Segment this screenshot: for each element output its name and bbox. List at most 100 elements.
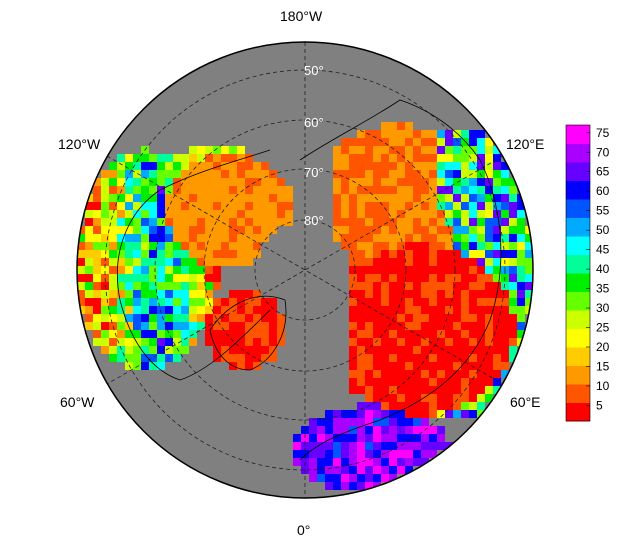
data-cell bbox=[253, 298, 261, 306]
data-cell bbox=[469, 162, 477, 170]
data-cell bbox=[429, 290, 437, 298]
data-cell bbox=[517, 322, 525, 330]
data-cell bbox=[221, 306, 229, 314]
data-cell bbox=[517, 242, 525, 250]
data-cell bbox=[413, 178, 421, 186]
data-cell bbox=[365, 386, 373, 394]
data-cell bbox=[509, 242, 517, 250]
data-cell bbox=[461, 378, 469, 386]
colorbar-segment bbox=[566, 180, 590, 200]
data-cell bbox=[509, 322, 517, 330]
data-cell bbox=[165, 210, 173, 218]
data-cell bbox=[317, 418, 325, 426]
data-cell bbox=[125, 226, 133, 234]
data-cell bbox=[397, 410, 405, 418]
data-cell bbox=[413, 322, 421, 330]
data-cell bbox=[181, 186, 189, 194]
data-cell bbox=[149, 274, 157, 282]
data-cell bbox=[437, 186, 445, 194]
data-cell bbox=[357, 194, 365, 202]
data-cell bbox=[453, 290, 461, 298]
data-cell bbox=[221, 218, 229, 226]
data-cell bbox=[213, 322, 221, 330]
data-cell bbox=[349, 346, 357, 354]
data-cell bbox=[365, 234, 373, 242]
data-cell bbox=[517, 330, 525, 338]
data-cell bbox=[349, 466, 357, 474]
data-cell bbox=[389, 434, 397, 442]
data-cell bbox=[325, 450, 333, 458]
data-cell bbox=[485, 162, 493, 170]
data-cell bbox=[365, 226, 373, 234]
data-cell bbox=[333, 202, 341, 210]
data-cell bbox=[461, 410, 469, 418]
data-cell bbox=[469, 410, 477, 418]
data-cell bbox=[517, 234, 525, 242]
data-cell bbox=[349, 170, 357, 178]
data-cell bbox=[365, 394, 373, 402]
data-cell bbox=[349, 442, 357, 450]
data-cell bbox=[253, 314, 261, 322]
data-cell bbox=[477, 130, 485, 138]
lat-circle-80 bbox=[254, 219, 356, 321]
data-cell bbox=[245, 194, 253, 202]
data-cell bbox=[517, 218, 525, 226]
data-cell bbox=[349, 226, 357, 234]
data-cell bbox=[341, 210, 349, 218]
data-cell bbox=[437, 242, 445, 250]
data-cell bbox=[141, 290, 149, 298]
data-cell bbox=[469, 258, 477, 266]
data-cell bbox=[445, 338, 453, 346]
data-cell bbox=[453, 258, 461, 266]
data-cell bbox=[125, 202, 133, 210]
data-cell bbox=[517, 298, 525, 306]
data-cell bbox=[429, 218, 437, 226]
data-cell bbox=[205, 290, 213, 298]
data-cell bbox=[445, 386, 453, 394]
data-cell bbox=[413, 418, 421, 426]
data-cell bbox=[189, 242, 197, 250]
data-cell bbox=[229, 186, 237, 194]
data-cell bbox=[245, 186, 253, 194]
data-cell bbox=[349, 426, 357, 434]
data-cell bbox=[421, 130, 429, 138]
data-cell bbox=[125, 186, 133, 194]
data-cell bbox=[141, 330, 149, 338]
data-cell bbox=[365, 138, 373, 146]
data-cell bbox=[165, 354, 173, 362]
data-cell bbox=[277, 186, 285, 194]
data-cell bbox=[485, 354, 493, 362]
data-cell bbox=[141, 314, 149, 322]
data-cell bbox=[485, 378, 493, 386]
data-cell bbox=[461, 394, 469, 402]
data-cell bbox=[357, 442, 365, 450]
data-cell bbox=[477, 330, 485, 338]
data-cell bbox=[501, 170, 509, 178]
data-cell bbox=[101, 322, 109, 330]
data-cell bbox=[309, 426, 317, 434]
data-cell bbox=[101, 306, 109, 314]
data-cell bbox=[437, 138, 445, 146]
data-cell bbox=[453, 354, 461, 362]
data-cell bbox=[373, 402, 381, 410]
data-cell bbox=[117, 322, 125, 330]
data-cell bbox=[461, 202, 469, 210]
data-cell bbox=[437, 402, 445, 410]
data-cell bbox=[509, 330, 517, 338]
data-cell bbox=[421, 170, 429, 178]
data-cell bbox=[429, 186, 437, 194]
data-cell bbox=[117, 234, 125, 242]
data-cell bbox=[421, 338, 429, 346]
data-cell bbox=[93, 186, 101, 194]
colorbar-segment bbox=[566, 328, 590, 348]
data-cell bbox=[261, 186, 269, 194]
data-cell bbox=[117, 330, 125, 338]
meridian-120e-60w bbox=[106, 155, 504, 385]
data-cell bbox=[501, 370, 509, 378]
data-cell bbox=[493, 242, 501, 250]
data-cell bbox=[149, 178, 157, 186]
data-cell bbox=[325, 466, 333, 474]
data-cell bbox=[485, 234, 493, 242]
data-cell bbox=[229, 322, 237, 330]
coastline-greenland bbox=[209, 296, 287, 371]
